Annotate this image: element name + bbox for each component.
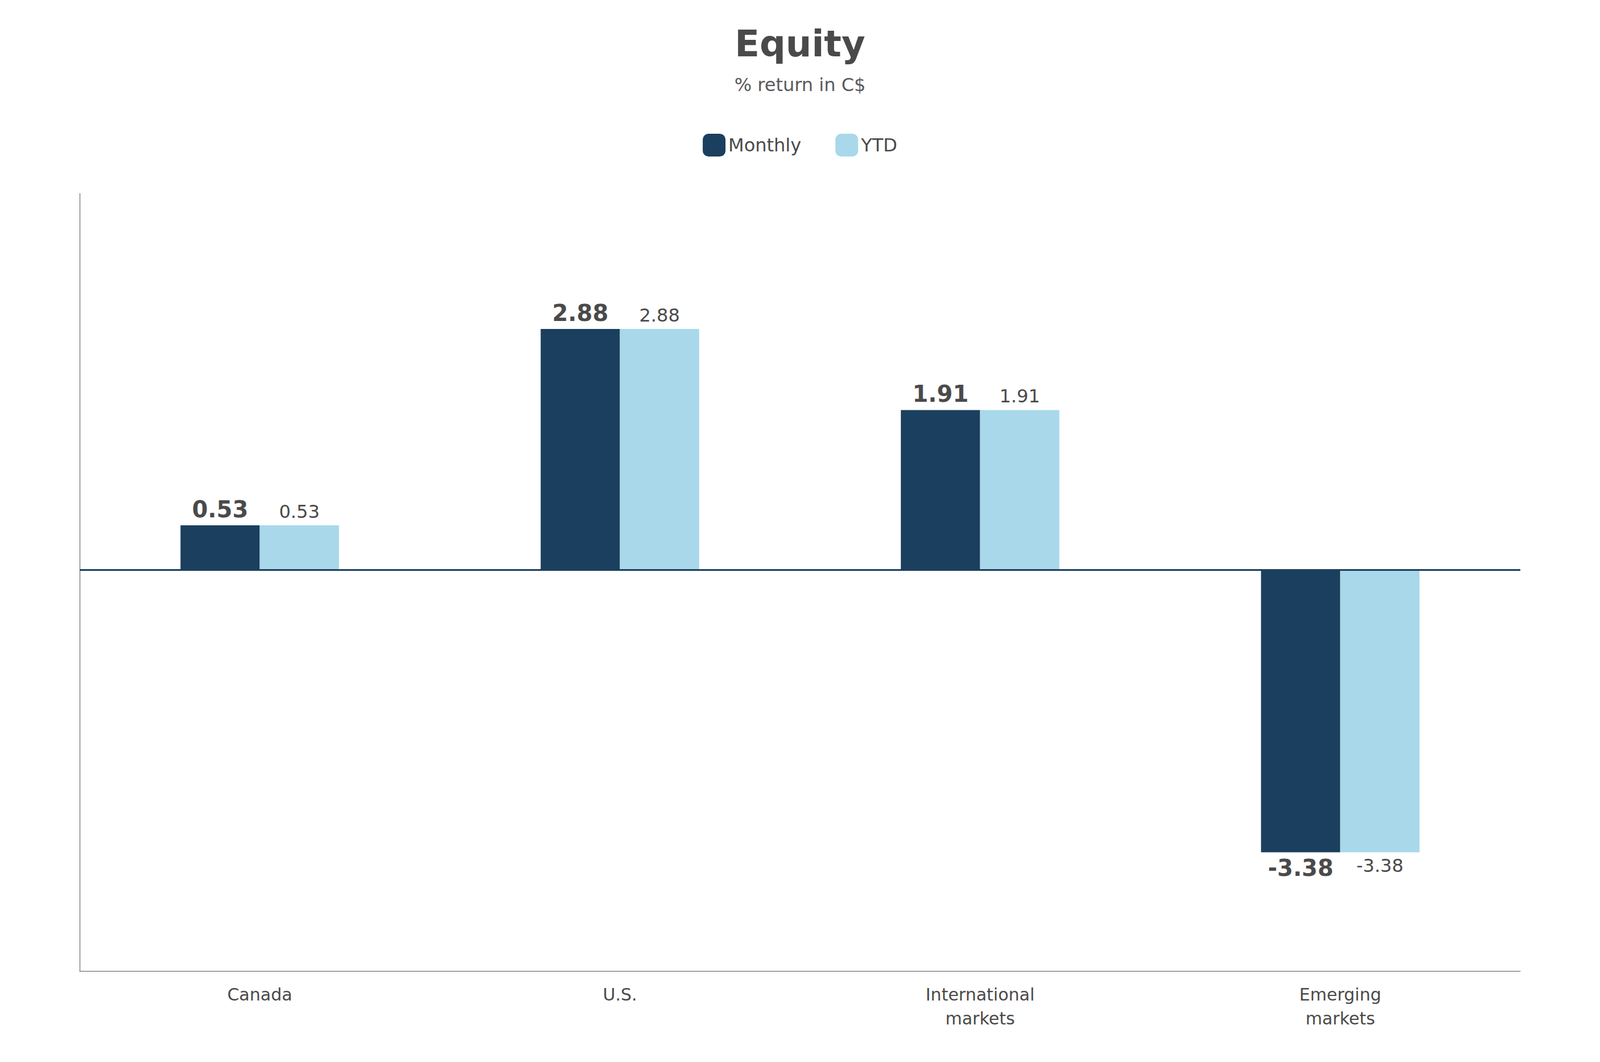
svg-text:markets: markets — [1305, 1008, 1375, 1029]
svg-text:Monthly: Monthly — [728, 134, 802, 156]
svg-text:International: International — [925, 984, 1035, 1005]
svg-text:% return in C$: % return in C$ — [734, 73, 867, 96]
svg-text:2.88: 2.88 — [552, 299, 609, 327]
svg-text:markets: markets — [945, 1008, 1015, 1029]
svg-text:-3.38: -3.38 — [1267, 854, 1334, 881]
svg-text:1.91: 1.91 — [912, 380, 969, 407]
svg-text:1.91: 1.91 — [999, 385, 1041, 407]
svg-text:Emerging: Emerging — [1299, 984, 1382, 1005]
svg-text:YTD: YTD — [860, 134, 898, 156]
svg-text:U.S.: U.S. — [602, 984, 637, 1005]
svg-text:0.53: 0.53 — [279, 500, 320, 523]
svg-text:-3.38: -3.38 — [1356, 854, 1404, 877]
svg-text:Canada: Canada — [227, 984, 292, 1005]
svg-text:0.53: 0.53 — [192, 496, 249, 523]
svg-text:Equity: Equity — [734, 22, 865, 65]
svg-text:2.88: 2.88 — [639, 304, 680, 327]
